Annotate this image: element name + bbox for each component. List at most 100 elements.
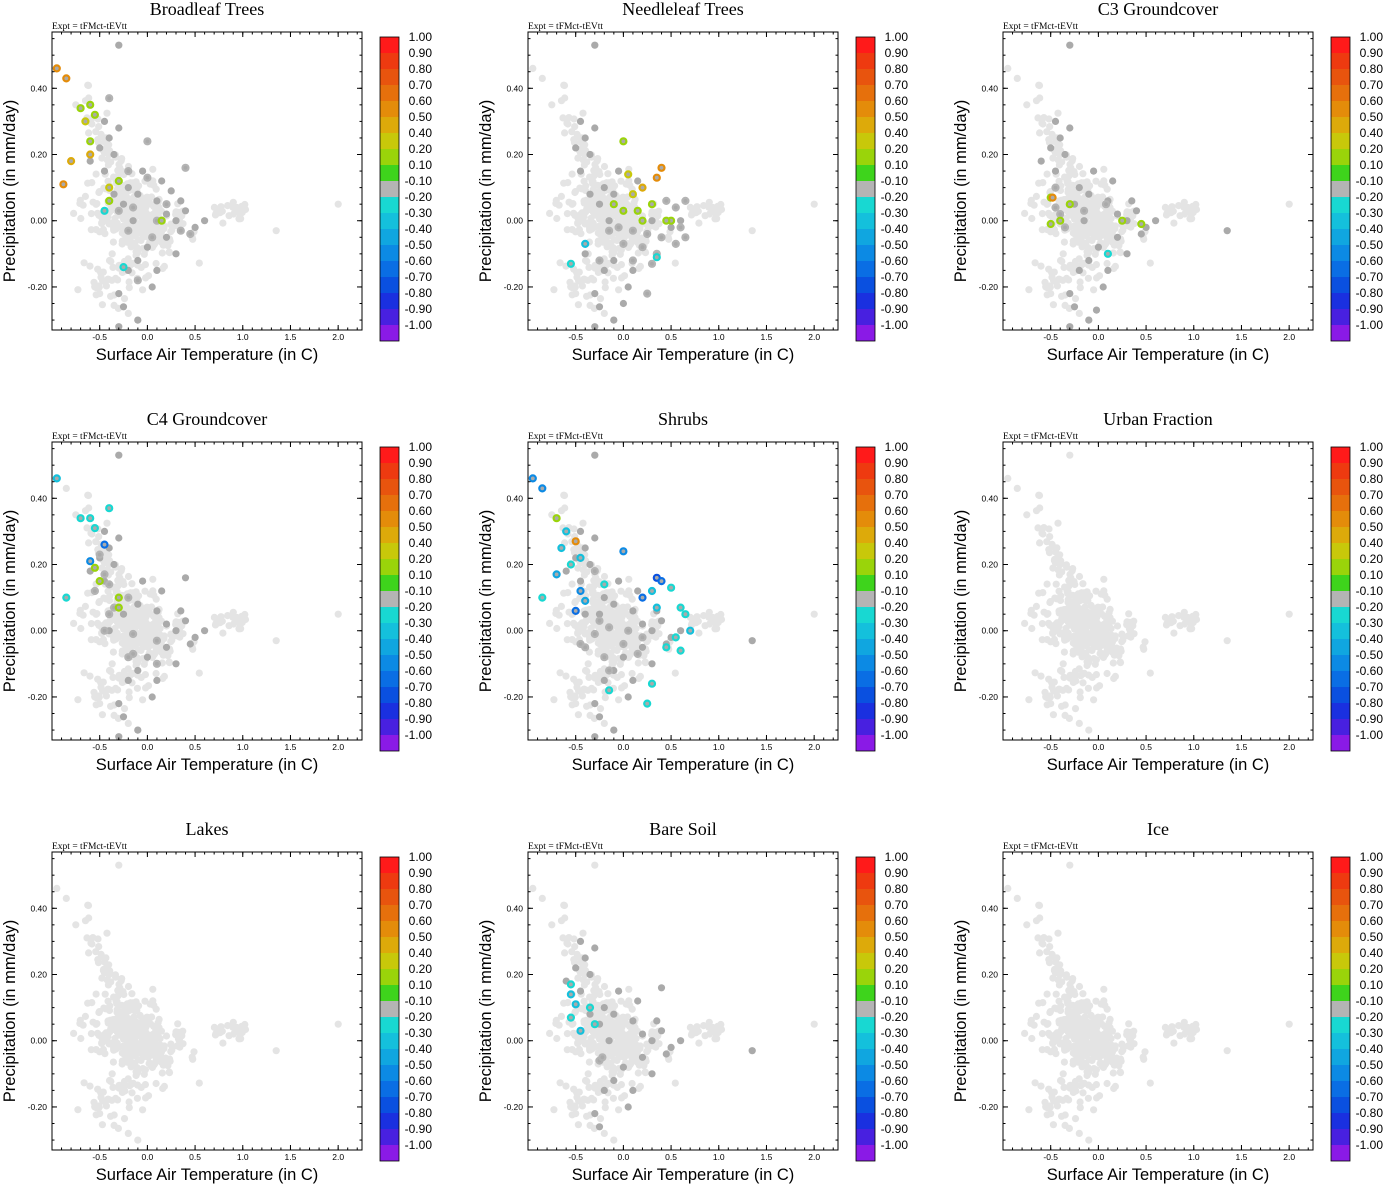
- background-point: [105, 1076, 114, 1085]
- experiment-label: Expt = tFMct-tEVtt: [1003, 22, 1078, 32]
- background-point: [546, 209, 554, 217]
- colored-point: [114, 603, 123, 612]
- background-point: [1170, 629, 1178, 637]
- background-point: [87, 1030, 95, 1038]
- background-point: [1021, 209, 1029, 217]
- colorbar-label: 0.20: [1360, 142, 1384, 156]
- colorbar-swatch: [856, 479, 875, 495]
- colorbar-swatch: [856, 527, 875, 543]
- background-point: [172, 1028, 180, 1036]
- neutral-point: [129, 217, 137, 225]
- neutral-point: [201, 217, 209, 225]
- colorbar-swatch: [380, 511, 399, 527]
- colorbar-label: 0.80: [1360, 472, 1384, 486]
- background-point: [152, 625, 160, 633]
- background-point: [1076, 688, 1084, 696]
- background-point: [85, 539, 93, 547]
- background-point: [167, 1040, 175, 1048]
- background-point: [1119, 636, 1127, 644]
- background-point: [132, 1041, 140, 1049]
- x-tick-label: 0.5: [1140, 742, 1152, 752]
- background-point: [1098, 633, 1107, 642]
- background-point: [88, 179, 96, 187]
- background-point: [1113, 622, 1122, 630]
- colorbar-label: 0.10: [1360, 568, 1384, 582]
- y-tick-label: 0.40: [506, 83, 523, 93]
- colorbar-swatch: [1331, 719, 1350, 735]
- panel-7: Lakes Expt = tFMct-tEVtt -0.5 0.0 0.5 1.0 1.5 2…: [1, 819, 432, 1184]
- background-point: [141, 1066, 149, 1074]
- background-point: [1095, 604, 1103, 612]
- colorbar-label: -0.10: [1356, 174, 1384, 188]
- neutral-point: [167, 187, 175, 195]
- background-point: [91, 693, 99, 701]
- x-tick-label: -0.5: [92, 1152, 107, 1162]
- background-point: [131, 239, 139, 247]
- colored-point: [652, 603, 661, 612]
- background-point: [810, 610, 818, 618]
- background-point: [152, 259, 160, 268]
- background-point: [120, 1002, 128, 1010]
- background-point: [581, 275, 589, 283]
- background-point: [591, 262, 599, 271]
- colored-point: [576, 586, 585, 596]
- colored-point: [647, 679, 657, 688]
- colorbar-label: -0.30: [405, 206, 433, 220]
- colorbar-label: 0.10: [409, 568, 433, 582]
- neutral-point: [177, 607, 185, 615]
- background-point: [1046, 123, 1054, 131]
- background-point: [159, 1084, 167, 1093]
- colored-point: [1051, 183, 1060, 192]
- neutral-point: [1092, 306, 1101, 314]
- background-point: [711, 215, 719, 223]
- colorbar-swatch: [380, 735, 399, 751]
- colorbar-label: 0.90: [885, 46, 909, 60]
- background-point: [179, 1040, 187, 1048]
- background-point: [1080, 669, 1088, 677]
- background-point: [105, 685, 113, 694]
- background-point: [115, 160, 123, 168]
- neutral-point: [1066, 124, 1074, 132]
- neutral-point: [1080, 217, 1088, 225]
- background-point: [142, 684, 150, 692]
- background-point: [1116, 659, 1125, 667]
- background-point: [1065, 714, 1073, 723]
- colorbar-swatch: [856, 53, 875, 69]
- colorbar-swatch: [380, 245, 399, 261]
- background-point: [80, 1079, 88, 1087]
- neutral-point: [638, 643, 647, 651]
- colored-point: [604, 226, 614, 235]
- colorbar-frame: [1330, 446, 1351, 752]
- colorbar-swatch: [856, 37, 875, 53]
- background-point: [563, 620, 572, 628]
- neutral-point: [619, 653, 628, 661]
- colored-point: [566, 259, 576, 268]
- colorbar-label: -1.00: [881, 318, 909, 332]
- background-point: [141, 997, 149, 1005]
- background-point: [125, 278, 133, 286]
- background-point: [563, 226, 571, 234]
- colorbar-label: 1.00: [1360, 440, 1384, 454]
- colored-point: [662, 643, 671, 652]
- neutral-point: [134, 316, 142, 324]
- background-point: [139, 696, 147, 704]
- neutral-point: [586, 150, 594, 159]
- background-point: [98, 564, 106, 572]
- colored-point: [59, 180, 68, 189]
- colorbar-label: -0.90: [881, 712, 909, 726]
- background-point: [107, 1112, 115, 1120]
- background-point: [272, 1047, 280, 1055]
- background-point: [103, 519, 111, 527]
- background-point: [1047, 290, 1055, 298]
- neutral-point: [139, 167, 147, 175]
- background-point: [1108, 224, 1116, 232]
- neutral-point: [600, 266, 608, 274]
- colorbar-swatch: [380, 687, 399, 703]
- neutral-point: [648, 627, 656, 635]
- background-point: [581, 256, 590, 265]
- colored-point: [81, 117, 90, 126]
- neutral-point: [181, 617, 190, 625]
- x-tick-label: 1.5: [761, 742, 773, 752]
- background-point: [1108, 232, 1116, 240]
- colorbar-swatch: [1331, 325, 1350, 341]
